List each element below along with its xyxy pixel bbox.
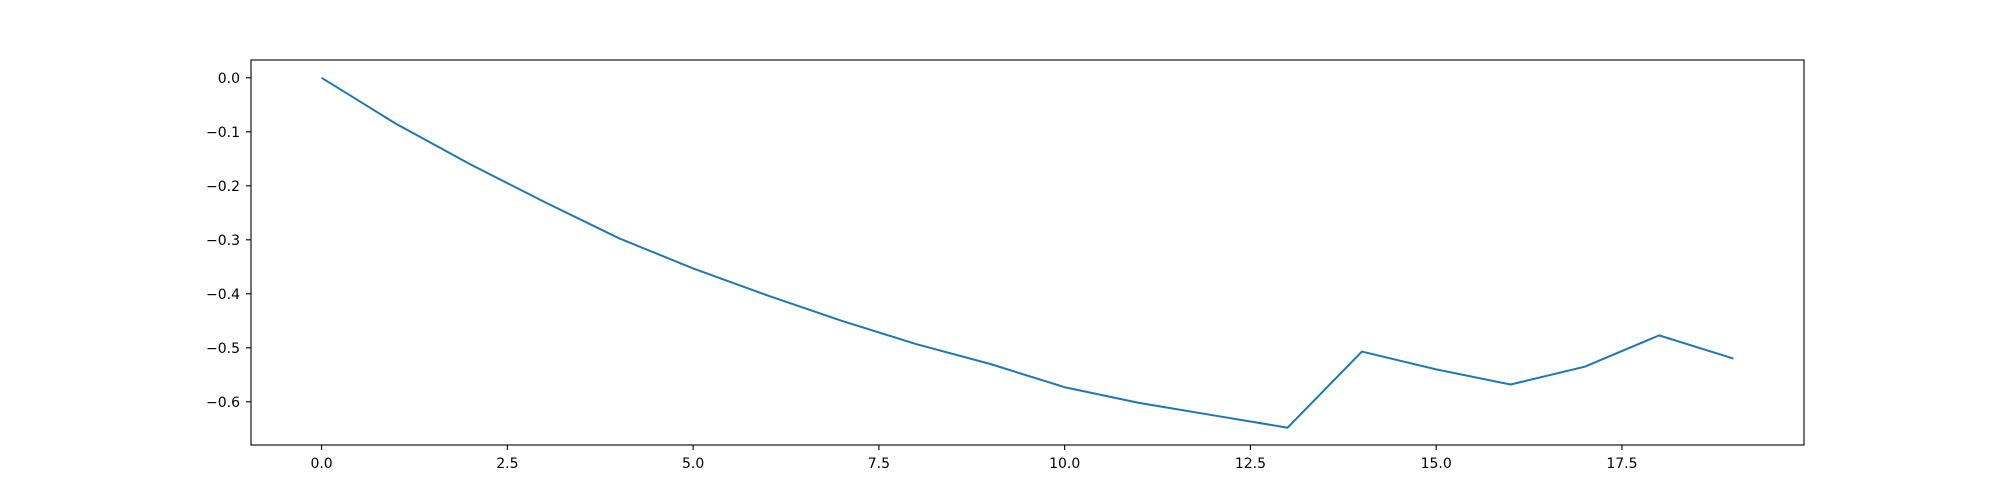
x-tick-label: 17.5	[1606, 456, 1637, 472]
plot-area	[250, 59, 1805, 446]
x-tick-label: 12.5	[1235, 456, 1266, 472]
x-axis: 0.0 2.5 5.0 7.5 10.0 12.5 15.0 17.5	[310, 445, 1638, 472]
x-tick-label: 10.0	[1049, 456, 1080, 472]
series-line	[321, 76, 1734, 429]
y-tick-label: −0.1	[206, 125, 240, 141]
y-tick-label: 0.0	[218, 71, 240, 87]
x-tick-label: 15.0	[1421, 456, 1452, 472]
plot-frame	[250, 59, 1805, 446]
x-tick-label: 2.5	[496, 456, 518, 472]
y-tick-label: −0.6	[206, 395, 240, 411]
series-layer	[321, 76, 1734, 429]
y-tick-label: −0.5	[206, 341, 240, 357]
y-tick-label: −0.3	[206, 233, 240, 249]
x-tick-label: 7.5	[868, 456, 890, 472]
y-axis: 0.0 −0.1 −0.2 −0.3 −0.4 −0.5 −0.6	[206, 71, 251, 411]
y-tick-label: −0.4	[206, 287, 240, 303]
x-tick-label: 5.0	[682, 456, 704, 472]
y-tick-label: −0.2	[206, 179, 240, 195]
x-tick-label: 0.0	[310, 456, 332, 472]
